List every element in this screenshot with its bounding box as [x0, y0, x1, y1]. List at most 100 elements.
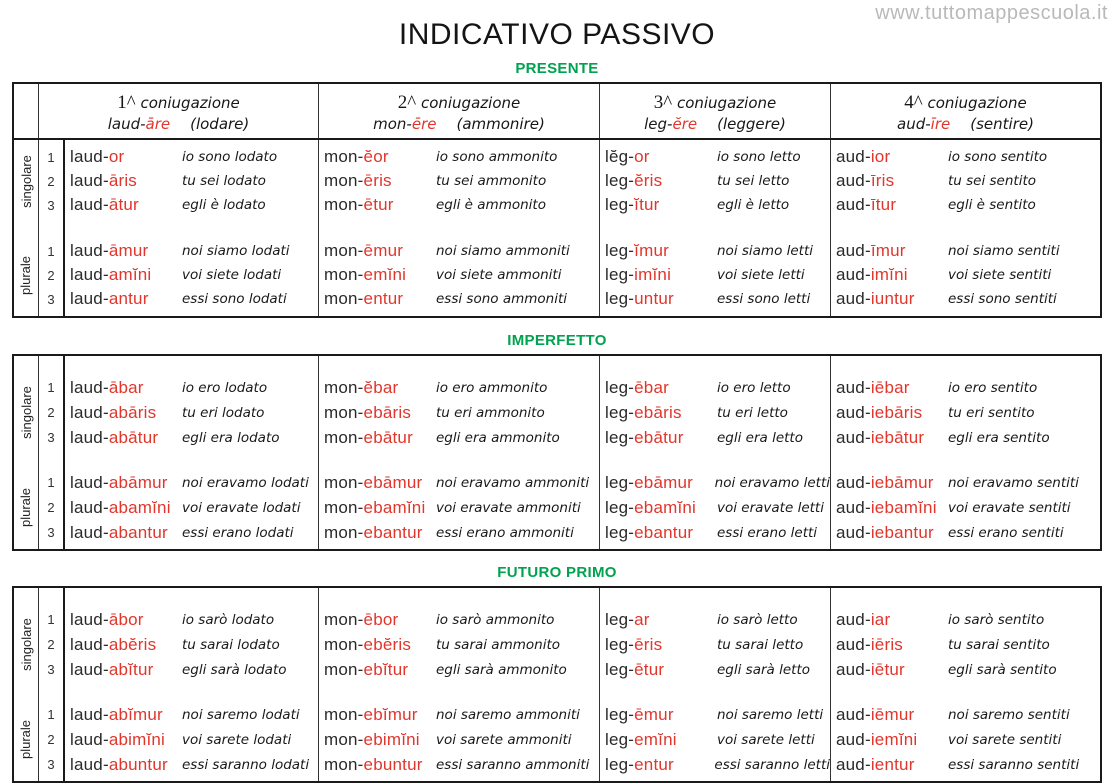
conjugation-infinitive: leg-ĕre (leggere) [644, 115, 786, 133]
verb-form-row: mon-ebātur egli era ammonito [319, 425, 599, 450]
side-label-singolare: singolare [14, 607, 38, 682]
latin-form: leg-untur [600, 289, 717, 309]
latin-form: aud-iētur [831, 660, 948, 680]
verb-form-row: leg-entur essi saranno letti [600, 752, 830, 777]
italian-translation: egli sarà sentito [948, 661, 1057, 678]
conjugation-header-title: 2^ coniugazione [398, 92, 520, 114]
italian-translation: egli era ammonito [436, 429, 560, 446]
italian-translation: essi sono ammoniti [436, 291, 567, 307]
verb-stem: mon- [324, 289, 364, 308]
conjugation-word: coniugazione [922, 93, 1027, 112]
italian-translation: io ero ammonito [436, 379, 548, 396]
italian-translation: noi saremo ammoniti [436, 706, 580, 723]
verb-stem: aud- [836, 171, 871, 190]
verb-form-row: aud-iebantur essi erano sentiti [831, 520, 1100, 545]
latin-form: leg-ebamĭni [600, 498, 717, 518]
verb-form-row: leg-ebāmur noi eravamo letti [600, 470, 830, 495]
page-title: INDICATIVO PASSIVO [398, 18, 716, 51]
verb-form-row: mon-ēris tu sei ammonito [319, 169, 599, 193]
conjugation-word: coniugazione [672, 93, 777, 112]
verb-form-row: laud-abantur essi erano lodati [65, 520, 318, 545]
group-gap [319, 217, 599, 239]
italian-translation: voi siete ammoniti [436, 267, 562, 283]
verb-stem: laud- [70, 195, 109, 214]
italian-translation: voi eravate letti [717, 499, 824, 516]
verb-form-row: aud-imĭni voi siete sentiti [831, 263, 1100, 287]
verb-ending: ābar [108, 377, 144, 397]
verb-form-row: mon-ebāris tu eri ammonito [319, 400, 599, 425]
table-header-row: 1^ coniugazione laud-āre (lodare) 2^ coniug… [14, 84, 1100, 140]
italian-translation: voi siete letti [717, 267, 805, 283]
conjugation-header-title: 1^ coniugazione [117, 92, 239, 114]
number-grouping-column: singolare plurale [14, 140, 39, 316]
verb-form-row: aud-iemĭni voi sarete sentiti [831, 727, 1100, 752]
italian-translation: io sarò letto [717, 611, 798, 628]
verb-form-row: mon-ebantur essi erano ammoniti [319, 520, 599, 545]
person-number-column: 1 2 3 1 2 3 [39, 588, 65, 781]
latin-form: laud-ābor [65, 610, 182, 630]
infinitive-stem: leg- [644, 114, 673, 133]
conjugation-column: mon-ĕbar io ero ammonito mon-ebāris tu eri … [319, 356, 600, 549]
row-number: 2 [47, 732, 55, 747]
verb-stem: laud- [70, 171, 109, 190]
verb-form-row: aud-ītur egli è sentito [831, 193, 1100, 217]
verb-stem: lĕg- [605, 147, 635, 166]
italian-translation: voi eravate sentiti [948, 499, 1071, 516]
verb-ending: abantur [108, 522, 168, 542]
verb-ending: ĕor [363, 147, 389, 166]
verb-stem: mon- [324, 659, 364, 679]
conjugation-column: laud-or io sono lodato laud-āris tu sei lod… [65, 140, 319, 316]
italian-translation: io ero sentito [948, 379, 1038, 396]
latin-form: aud-imĭni [831, 265, 948, 285]
group-gap [319, 682, 599, 702]
italian-translation: tu sei sentito [948, 173, 1037, 189]
latin-form: mon-entur [319, 289, 436, 309]
verb-form-row: leg-ētur egli sarà letto [600, 657, 830, 682]
infinitive-translation: (lodare) [190, 114, 250, 133]
verb-ending: ebātur [363, 427, 413, 447]
italian-translation: noi eravamo letti [714, 474, 830, 491]
verb-form-row: laud-ābar io ero lodato [65, 375, 318, 400]
verb-ending: iebāmur [870, 472, 934, 492]
latin-form: mon-ebĭtur [319, 660, 436, 680]
verb-form-row: laud-abĕris tu sarai lodato [65, 632, 318, 657]
verb-form-row: laud-antur essi sono lodati [65, 287, 318, 311]
verb-stem: mon- [324, 427, 364, 447]
verb-ending: īris [870, 171, 895, 190]
group-gap [600, 217, 830, 239]
verb-stem: laud- [70, 265, 109, 284]
latin-form: aud-iebantur [831, 523, 948, 543]
italian-translation: io sono letto [717, 149, 801, 165]
latin-form: aud-iemĭni [831, 730, 948, 750]
verb-ending: ebĕris [363, 634, 412, 654]
verb-ending: ebuntur [363, 754, 423, 774]
latin-form: aud-iēris [831, 635, 948, 655]
conjugation-number: 2^ [397, 91, 417, 113]
verb-stem: mon- [324, 754, 364, 774]
italian-translation: voi siete lodati [182, 267, 282, 283]
infinitive-ending: āre [145, 114, 171, 133]
verb-ending: īmur [870, 241, 906, 260]
verb-ending: ĭmur [634, 241, 669, 260]
group-gap [14, 217, 38, 239]
verb-form-row: leg-ēris tu sarai letto [600, 632, 830, 657]
verb-form-row: aud-ior io sono sentito [831, 145, 1100, 169]
latin-form: leg-imĭni [600, 265, 717, 285]
verb-ending: emĭni [363, 265, 407, 284]
infinitive-stem: laud- [107, 114, 146, 133]
verb-form-row: leg-untur essi sono letti [600, 287, 830, 311]
verb-ending: ēbar [634, 377, 669, 397]
verb-stem: laud- [70, 729, 109, 749]
verb-stem: aud- [836, 289, 871, 308]
verb-form-row: leg-ebāris tu eri letto [600, 400, 830, 425]
italian-translation: egli è sentito [948, 197, 1036, 213]
verb-ending: entur [634, 754, 674, 774]
italian-translation: tu sarai lodato [182, 636, 280, 653]
side-label-plurale: plurale [14, 239, 38, 311]
verb-ending: iēris [870, 634, 903, 654]
group-gap [831, 450, 1100, 470]
verb-form-row: mon-ebamĭni voi eravate ammoniti [319, 495, 599, 520]
side-label-plurale: plurale [14, 470, 38, 545]
verb-ending: untur [634, 289, 674, 308]
latin-form: laud-or [65, 147, 182, 167]
